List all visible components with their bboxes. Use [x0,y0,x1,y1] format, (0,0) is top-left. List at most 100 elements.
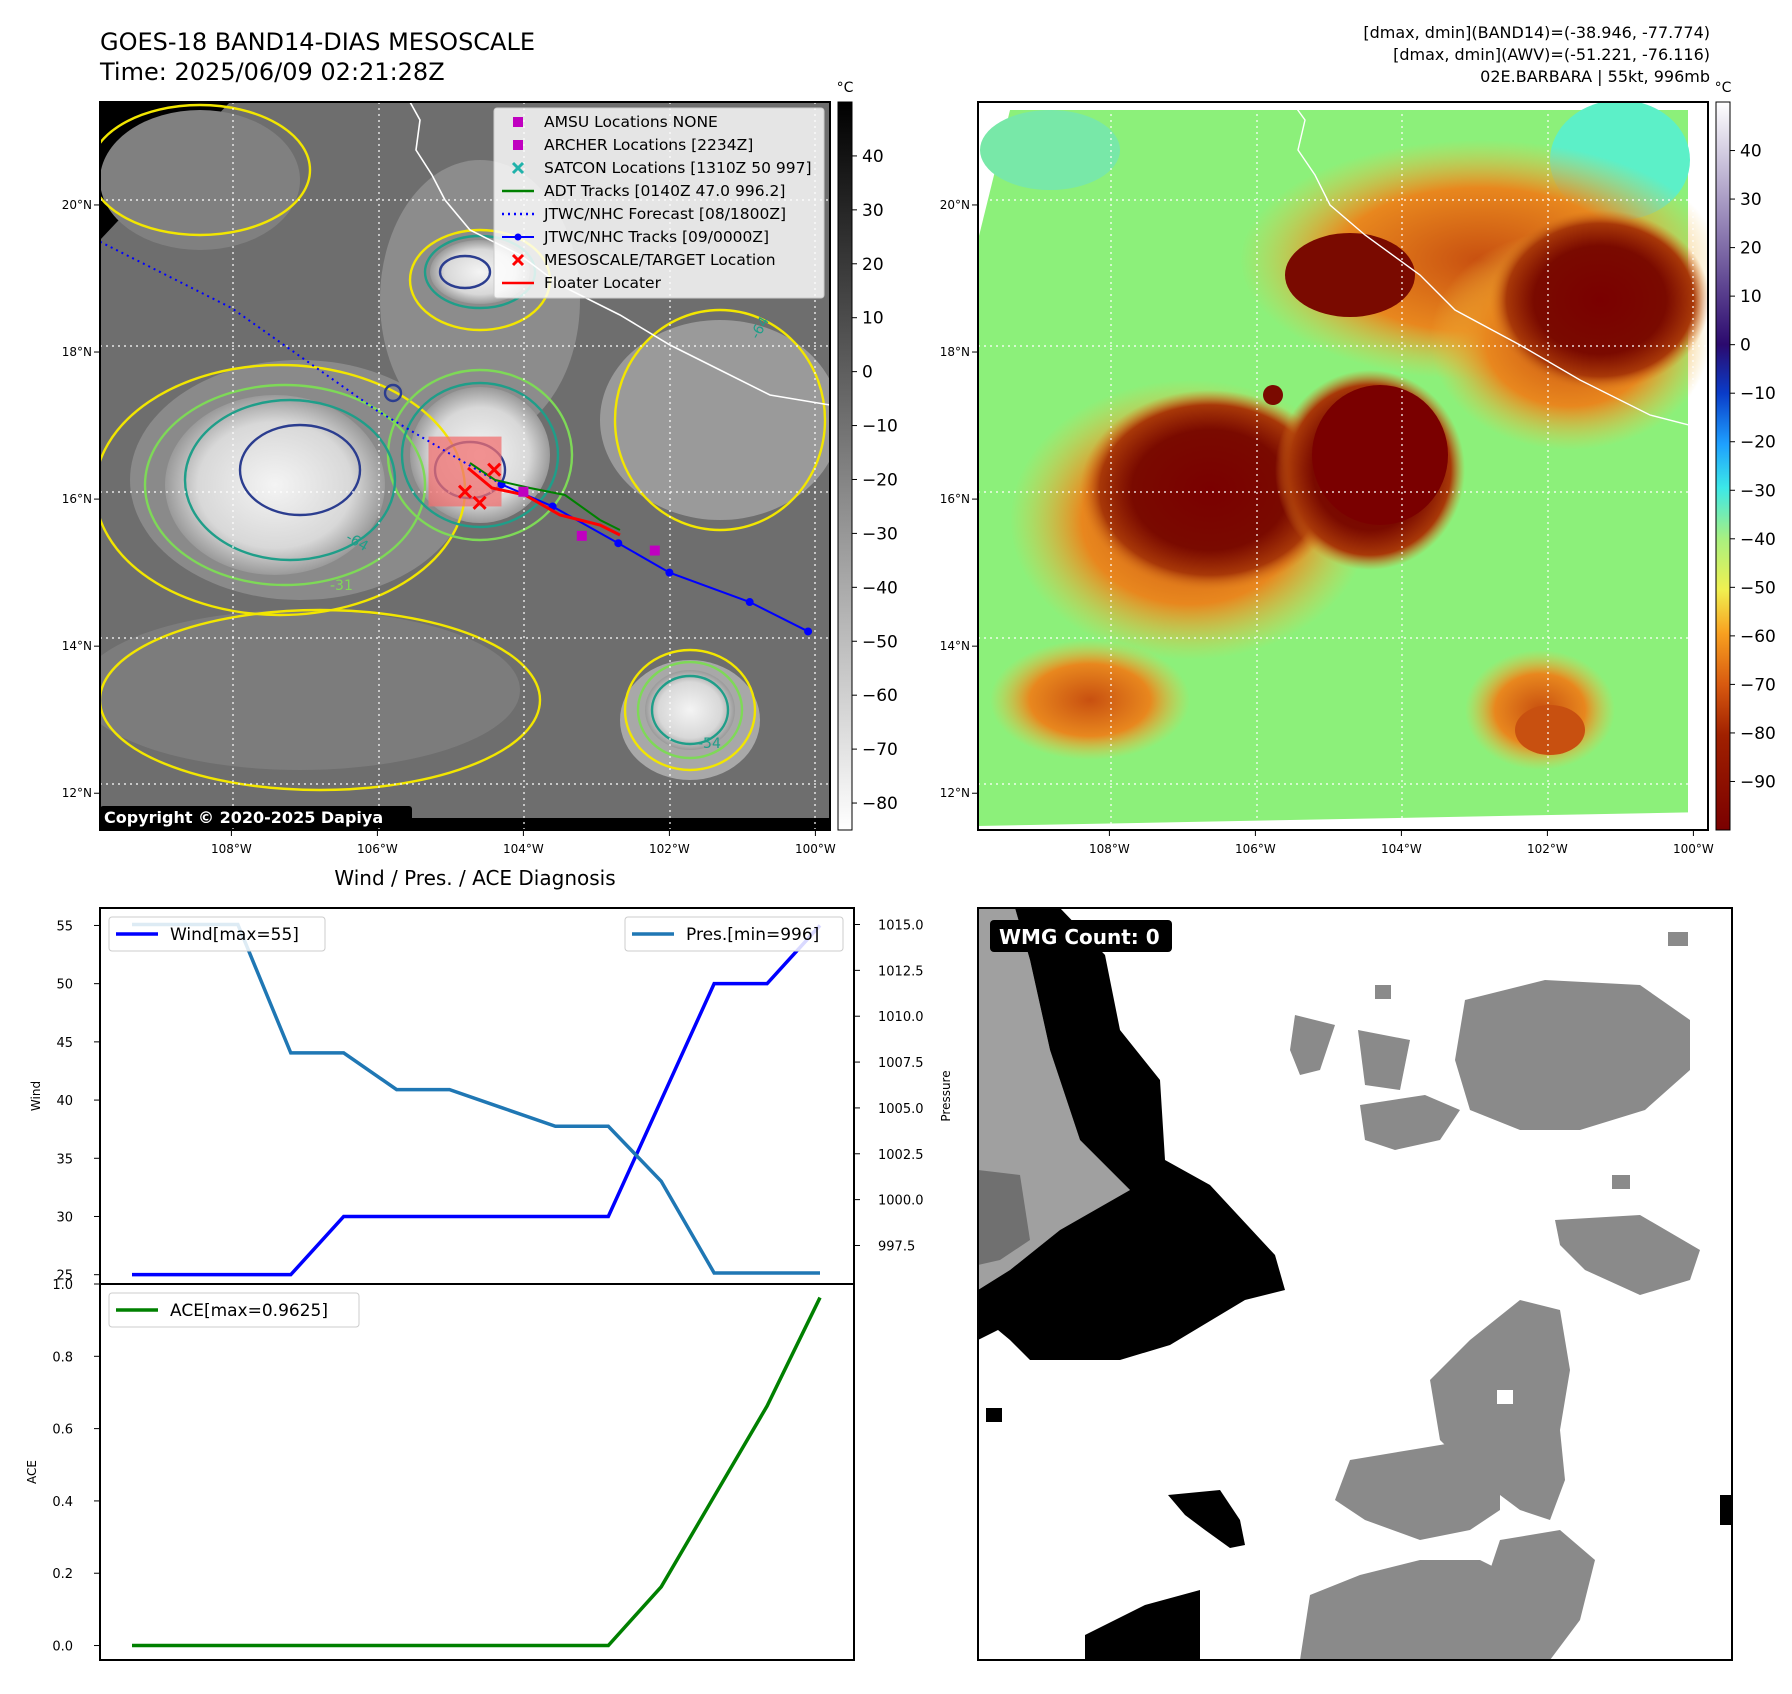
wind-tick-label: 30 [56,1210,73,1225]
target-location [457,484,473,499]
wmg-category [1335,1440,1500,1540]
colorbar-tick-label: −30 [862,524,898,544]
ir-lat-ticks: 20°N 18°N 16°N 14°N 12°N [62,198,100,800]
wmg-category [1470,1530,1595,1660]
moist-region [990,640,1190,760]
awv-colorbar-unit: °C [1715,80,1732,96]
wind-pressure-chart: Wind Pressure 25 30 35 40 45 50 55 997.5 1000.0… [29,907,953,1285]
lon-tick-label: 102°W [1527,842,1568,856]
wmg-category [1612,1175,1630,1189]
legend-entry: Floater Locater [502,274,662,292]
colorbar-tick-label: −60 [1740,627,1776,647]
ace-series-line [132,1296,822,1648]
wmg-category [1360,1095,1460,1150]
colorbar-tick-label: 20 [1740,239,1762,259]
wmg-category [986,1408,1002,1422]
track-point [745,598,754,607]
cloud-band [100,110,300,250]
legend-label: JTWC/NHC Tracks [09/0000Z] [543,228,769,246]
floater-track [467,466,621,537]
diag-title: Wind / Pres. / ACE Diagnosis [334,866,615,890]
ir-lon-ticks: 108°W 106°W 104°W 102°W 100°W [211,830,836,856]
moist-core [1490,210,1708,390]
contour-navy [383,383,403,403]
lat-tick-label: 20°N [62,198,92,212]
moist-core [1285,233,1415,317]
colorbar-tick-label: 30 [862,201,884,221]
lat-tick-label: 12°N [940,786,970,800]
awv-frame [977,101,1709,831]
legend-label: SATCON Locations [1310Z 50 997] [544,159,812,177]
ace-tick-label: 1.0 [52,1278,73,1293]
legend-entry: ARCHER Locations [2234Z] [513,136,753,154]
colorbar-tick-label: 0 [862,363,873,383]
pressure-legend-label: Pres.[min=996] [686,925,819,945]
colorbar-tick-label: 20 [862,255,884,275]
colorbar-tick-label: 10 [862,309,884,329]
wind-tick-label: 55 [56,919,73,934]
wmg-panel: WMG Count: 0 [977,907,1733,1661]
moist-core [1263,385,1283,405]
pressure-tick-label: 1015.0 [878,919,924,934]
lat-tick-label: 14°N [62,639,92,653]
wmg-category [1168,1490,1245,1548]
colorbar-tick-label: −90 [1740,772,1776,792]
wmg-count-label: WMG Count: 0 [999,925,1160,949]
colorbar-tick-label: −40 [862,578,898,598]
copyright-box [100,806,412,828]
copyright-text: Copyright © 2020-2025 Dapiya [104,808,383,827]
wmg-category [1455,980,1690,1130]
wmg-category [1300,1560,1520,1660]
wind-ylabel: Wind [29,1081,43,1111]
lat-tick-label: 12°N [62,786,92,800]
contour-yellow [623,648,757,772]
contour-label: -54 [698,736,721,752]
awv-nodata [978,102,1708,110]
lon-tick-label: 102°W [649,842,690,856]
lon-tick-label: 104°W [503,842,544,856]
wind-legend: Wind[max=55] [108,916,326,952]
pressure-tick-label: 1012.5 [878,964,924,979]
wind-tick-label: 35 [56,1152,73,1167]
lat-tick-label: 14°N [940,639,970,653]
legend-entry: JTWC/NHC Tracks [09/0000Z] [502,228,769,246]
figure-time: Time: 2025/06/09 02:21:28Z [99,58,445,86]
colorbar-tick-label: −40 [1740,530,1776,550]
lon-tick-label: 104°W [1381,842,1422,856]
archer-location [518,486,529,497]
archer-location [576,530,587,541]
cold-cloud [645,670,735,750]
ace-tick-label: 0.4 [52,1495,73,1510]
colorbar-tick-label: −50 [1740,578,1776,598]
lon-tick-label: 106°W [1235,842,1276,856]
target-location [487,462,502,477]
wmg-category [1375,985,1391,999]
awv-colorbar [1715,101,1731,831]
colorbar-tick-label: −10 [1740,384,1776,404]
lat-tick-label: 18°N [940,345,970,359]
wmg-category [1290,1015,1335,1075]
wind-frame [99,907,855,1285]
awv-gridlines [978,102,1708,830]
lon-tick-label: 100°W [795,842,836,856]
contour-yellow [613,308,827,532]
wind-tick-label: 25 [56,1269,73,1284]
pressure-tick-label: 1007.5 [878,1056,924,1071]
colorbar-tick-label: 40 [862,147,884,167]
ace-tick-label: 0.0 [52,1640,73,1655]
adt-track [469,462,621,531]
lat-tick-label: 20°N [940,198,970,212]
pressure-ylabel: Pressure [939,1070,953,1121]
ir-frame [99,101,831,831]
wind-tick-label: 40 [56,1094,73,1109]
wmg-category [1358,1030,1410,1090]
colorbar-tick-label: −50 [862,632,898,652]
wmg-category [1497,1390,1513,1404]
legend-label: JTWC/NHC Forecast [08/1800Z] [543,205,786,223]
moist-core [1312,385,1448,525]
track-point [804,627,813,636]
ir-panel: -64 -31 -54 -64 AMSU Locations NONEARCHE… [62,80,898,856]
contour-lightgreen [636,660,744,760]
contour-yellow [100,103,312,237]
